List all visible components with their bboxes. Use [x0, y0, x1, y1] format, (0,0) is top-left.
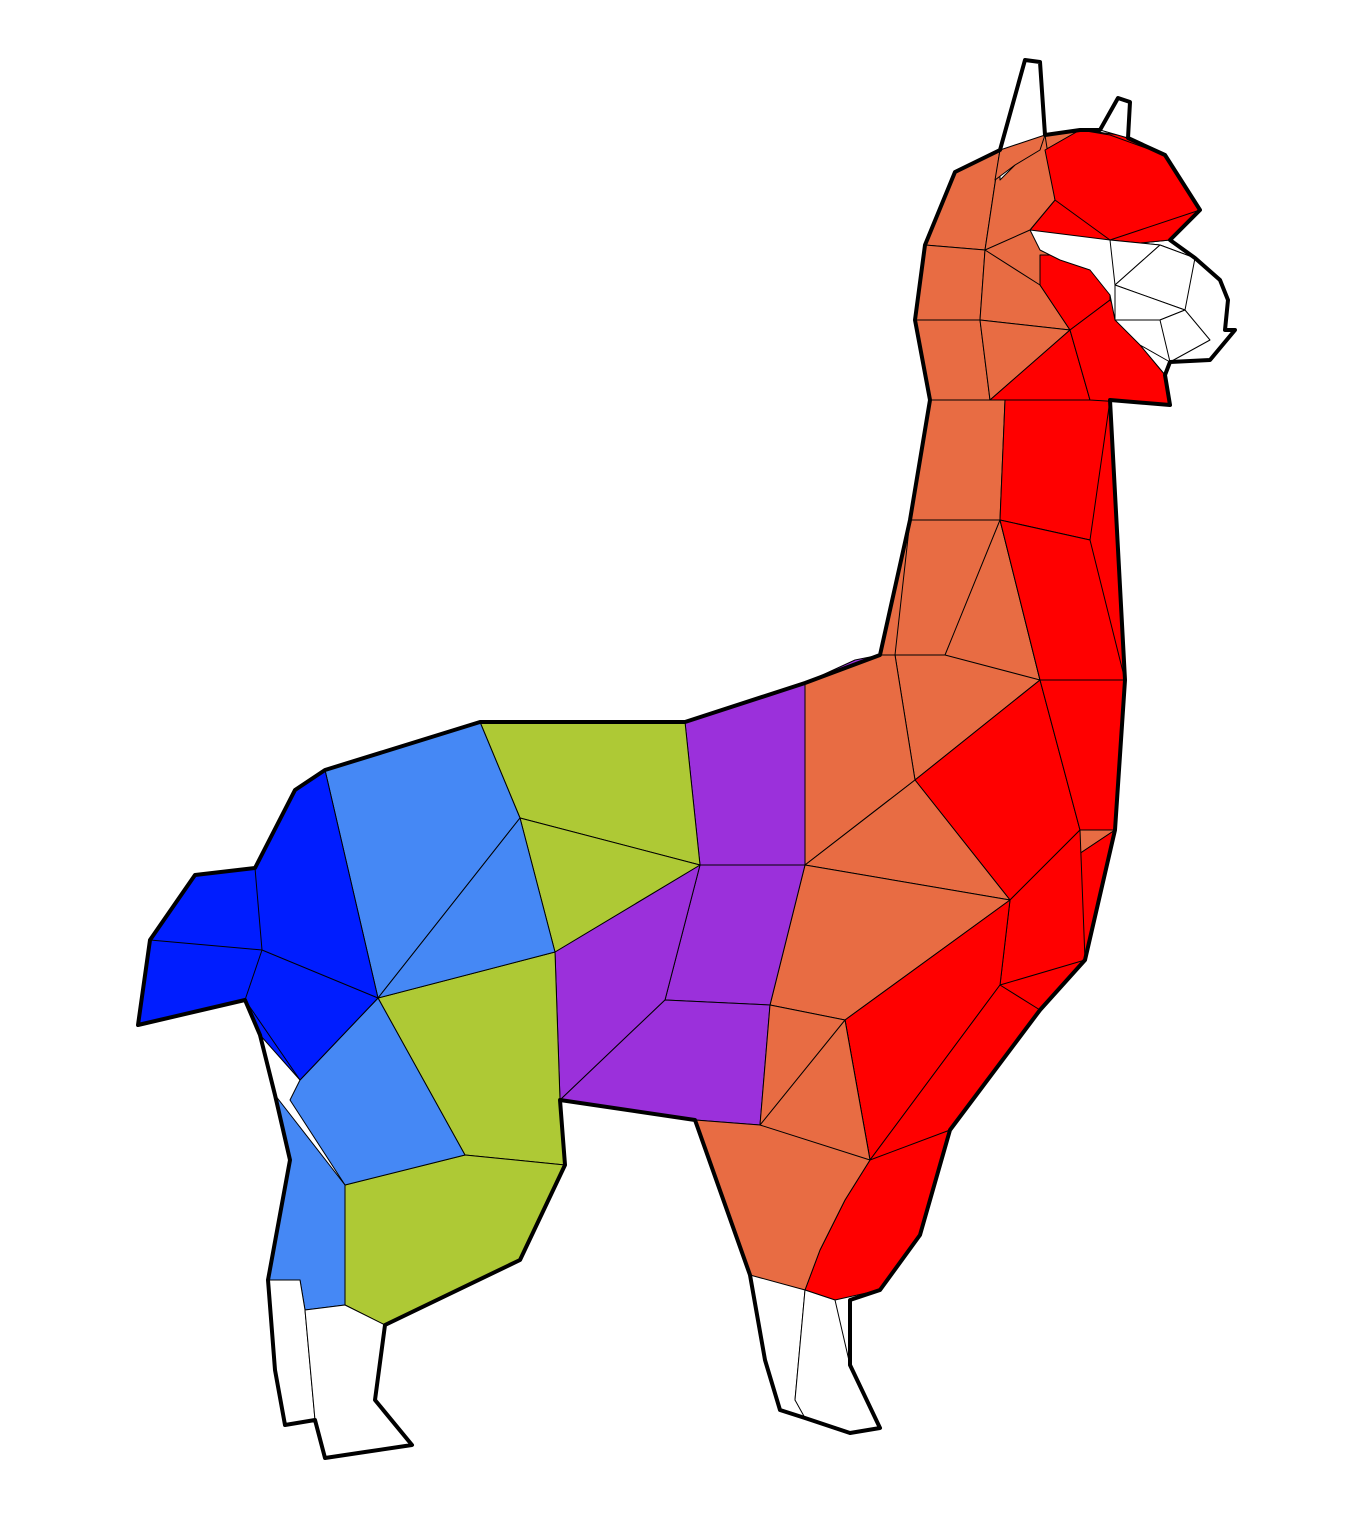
body-facet [377, 817, 556, 999]
neck-and-head [769, 59, 1236, 1301]
front-leg-facet [759, 1019, 871, 1161]
left-ear-inner [994, 134, 1046, 181]
tail-facet [244, 949, 379, 1081]
silhouette-outline [136, 58, 1237, 1460]
muzzle-facet [1159, 309, 1211, 363]
body [137, 654, 881, 1326]
legs [267, 1004, 881, 1459]
neck-facet [999, 399, 1111, 541]
